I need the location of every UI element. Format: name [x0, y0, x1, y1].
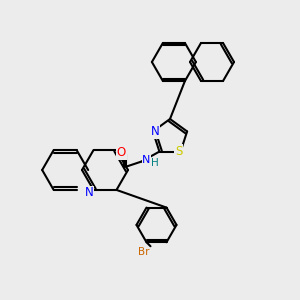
Text: N: N	[142, 154, 151, 165]
Text: H: H	[152, 158, 159, 168]
Text: N: N	[85, 186, 94, 200]
Text: S: S	[175, 145, 182, 158]
Text: Br: Br	[138, 247, 149, 257]
Text: N: N	[151, 125, 159, 138]
Text: O: O	[117, 146, 126, 159]
